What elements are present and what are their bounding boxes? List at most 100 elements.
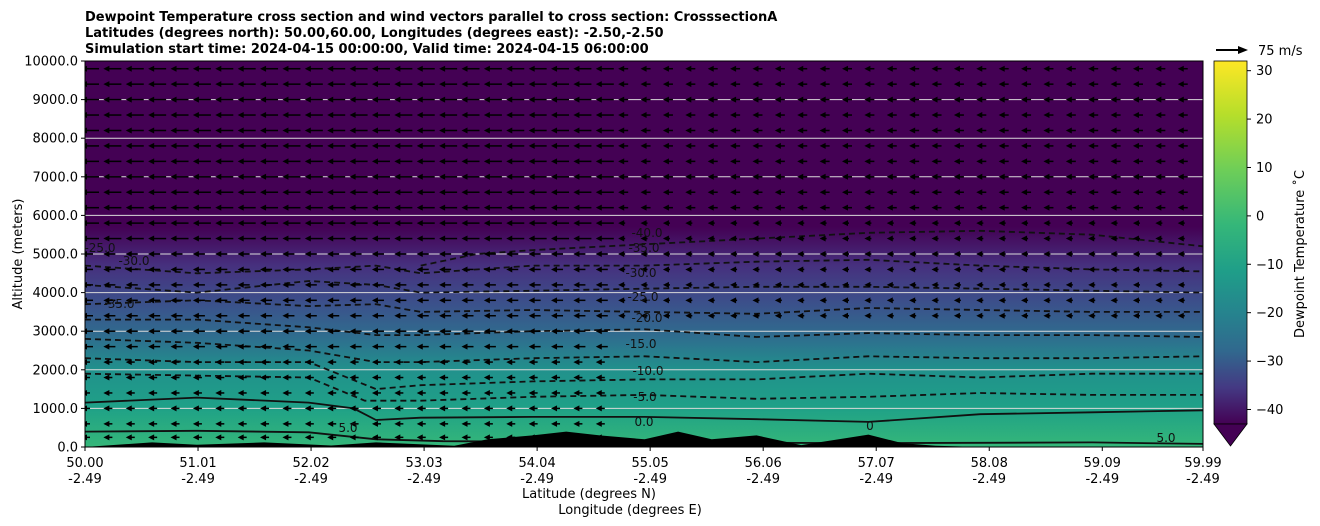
wind-arrowhead [1043, 173, 1050, 180]
wind-arrowhead [573, 204, 580, 211]
wind-arrowhead [595, 96, 602, 103]
wind-arrowhead [551, 266, 558, 273]
wind-arrowhead [1132, 112, 1139, 119]
wind-arrowhead [1043, 235, 1050, 242]
wind-arrowhead [573, 374, 580, 381]
wind-arrowhead [304, 220, 311, 227]
dewpoint-contour [85, 299, 1203, 315]
wind-arrowhead [170, 142, 177, 149]
wind-arrowhead [1110, 142, 1117, 149]
wind-arrowhead [260, 65, 267, 72]
wind-arrowhead [752, 142, 759, 149]
wind-arrowhead [573, 112, 580, 119]
wind-arrowhead [170, 266, 177, 273]
wind-arrowhead [125, 374, 132, 381]
wind-arrowhead [662, 297, 669, 304]
wind-arrowhead [685, 204, 692, 211]
x-axis-label-latitude: Latitude (degrees N) [522, 487, 656, 502]
colorbar-tick-label: 10 [1256, 161, 1273, 176]
wind-arrowhead [215, 328, 222, 335]
wind-arrowhead [125, 96, 132, 103]
wind-arrowhead [998, 65, 1005, 72]
plot-area [85, 61, 1203, 447]
dewpoint-contour [85, 396, 1203, 423]
wind-arrowhead [640, 204, 647, 211]
wind-arrowhead [864, 204, 871, 211]
wind-arrowhead [394, 127, 401, 134]
wind-arrowhead [551, 297, 558, 304]
wind-arrowhead [304, 158, 311, 165]
wind-arrowhead [1088, 65, 1095, 72]
wind-arrowhead [1043, 297, 1050, 304]
wind-arrowhead [483, 173, 490, 180]
wind-arrowhead [573, 220, 580, 227]
wind-arrowhead [416, 405, 423, 412]
wind-arrowhead [215, 359, 222, 366]
wind-arrowhead [819, 235, 826, 242]
wind-arrowhead [842, 312, 849, 319]
y-axis-label: Altitude (meters) [11, 199, 26, 310]
wind-arrowhead [797, 142, 804, 149]
wind-arrowhead [662, 266, 669, 273]
wind-arrowhead [1132, 220, 1139, 227]
wind-arrowhead [506, 204, 513, 211]
wind-arrowhead [304, 142, 311, 149]
wind-arrowhead [170, 204, 177, 211]
wind-arrowhead [685, 235, 692, 242]
colorbar-tick-label: 20 [1256, 113, 1273, 128]
wind-arrowhead [909, 312, 916, 319]
wind-arrowhead [1155, 96, 1162, 103]
wind-arrowhead [215, 281, 222, 288]
wind-arrowhead [103, 281, 110, 288]
wind-arrowhead [439, 389, 446, 396]
wind-arrowhead [1043, 281, 1050, 288]
wind-arrowhead [461, 235, 468, 242]
wind-arrowhead [125, 266, 132, 273]
wind-arrowhead [864, 297, 871, 304]
wind-arrowhead [103, 173, 110, 180]
wind-arrowhead [461, 343, 468, 350]
wind-arrowhead [707, 127, 714, 134]
wind-arrowhead [103, 81, 110, 88]
x-tick-label-longitude: -2.49 [181, 472, 215, 487]
wind-arrowhead [506, 96, 513, 103]
wind-arrowhead [573, 96, 580, 103]
x-tick-label-latitude: 52.02 [292, 456, 329, 471]
wind-arrowhead [998, 281, 1005, 288]
wind-arrowhead [260, 328, 267, 335]
wind-arrowhead [1110, 266, 1117, 273]
wind-arrowhead [886, 158, 893, 165]
wind-arrowhead [797, 65, 804, 72]
wind-arrowhead [103, 142, 110, 149]
wind-arrowhead [1043, 204, 1050, 211]
wind-arrowhead [394, 343, 401, 350]
x-tick-label-longitude: -2.49 [520, 472, 554, 487]
wind-arrowhead [1021, 189, 1028, 196]
wind-arrowhead [1065, 189, 1072, 196]
wind-arrowhead [237, 142, 244, 149]
wind-arrowhead [304, 434, 311, 441]
wind-arrowhead [797, 251, 804, 257]
wind-arrowhead [260, 158, 267, 165]
wind-arrowhead [371, 312, 378, 319]
wind-arrowhead [886, 235, 893, 242]
wind-arrowhead [573, 328, 580, 335]
wind-arrowhead [998, 235, 1005, 242]
wind-arrowhead [595, 420, 602, 427]
wind-arrowhead [506, 328, 513, 335]
wind-arrowhead [998, 204, 1005, 211]
wind-arrowhead [439, 158, 446, 165]
wind-arrowhead [1088, 266, 1095, 273]
wind-arrowhead [595, 266, 602, 273]
wind-arrowhead [730, 266, 737, 273]
wind-arrowhead [528, 81, 535, 88]
wind-arrowhead [192, 405, 199, 412]
wind-arrowhead [349, 266, 356, 273]
wind-arrowhead [976, 127, 983, 134]
wind-arrowhead [1065, 142, 1072, 149]
wind-arrowhead [327, 158, 334, 165]
wind-arrowhead [528, 420, 535, 427]
wind-arrowhead [192, 235, 199, 242]
wind-arrowhead [640, 312, 647, 319]
wind-arrowhead [260, 359, 267, 366]
